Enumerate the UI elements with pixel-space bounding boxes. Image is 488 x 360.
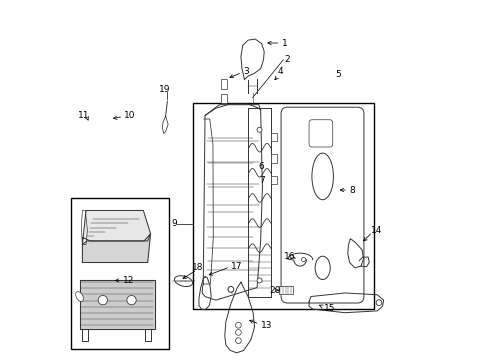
Bar: [270, 133, 277, 141]
Text: 2: 2: [284, 55, 290, 64]
Polygon shape: [82, 211, 150, 244]
Text: 18: 18: [192, 264, 203, 273]
Text: 4: 4: [277, 67, 283, 76]
Text: 3: 3: [243, 67, 249, 76]
Bar: [192, 103, 373, 309]
Text: 9: 9: [171, 219, 177, 228]
Text: 15: 15: [324, 303, 335, 312]
Text: 11: 11: [78, 111, 89, 120]
Circle shape: [257, 127, 262, 132]
Text: 20: 20: [269, 286, 281, 295]
Ellipse shape: [311, 153, 333, 200]
Polygon shape: [82, 234, 150, 262]
Circle shape: [235, 322, 241, 328]
Bar: [221, 79, 226, 89]
Polygon shape: [80, 280, 155, 329]
Text: 13: 13: [260, 321, 272, 330]
Text: 17: 17: [231, 262, 242, 271]
Ellipse shape: [314, 256, 329, 279]
FancyBboxPatch shape: [281, 107, 363, 303]
Bar: [221, 94, 226, 103]
Text: 1: 1: [282, 39, 287, 48]
Text: 19: 19: [159, 85, 170, 94]
Circle shape: [301, 257, 305, 262]
Bar: [270, 154, 277, 163]
Circle shape: [98, 296, 107, 305]
Text: 10: 10: [124, 111, 136, 120]
Circle shape: [235, 329, 241, 335]
Circle shape: [126, 296, 136, 305]
Ellipse shape: [174, 276, 192, 287]
Text: 5: 5: [334, 71, 340, 80]
Bar: [270, 176, 277, 184]
Bar: [278, 286, 292, 294]
Ellipse shape: [76, 292, 83, 301]
Text: 12: 12: [122, 276, 134, 285]
Circle shape: [227, 287, 233, 292]
Text: 7: 7: [258, 176, 264, 185]
Text: 16: 16: [284, 252, 295, 261]
Circle shape: [235, 338, 241, 343]
Circle shape: [375, 300, 381, 306]
Text: 6: 6: [258, 162, 264, 171]
Text: 8: 8: [349, 185, 355, 194]
Bar: [70, 198, 169, 348]
Text: 14: 14: [370, 226, 381, 235]
Circle shape: [257, 278, 262, 283]
FancyBboxPatch shape: [308, 120, 332, 147]
